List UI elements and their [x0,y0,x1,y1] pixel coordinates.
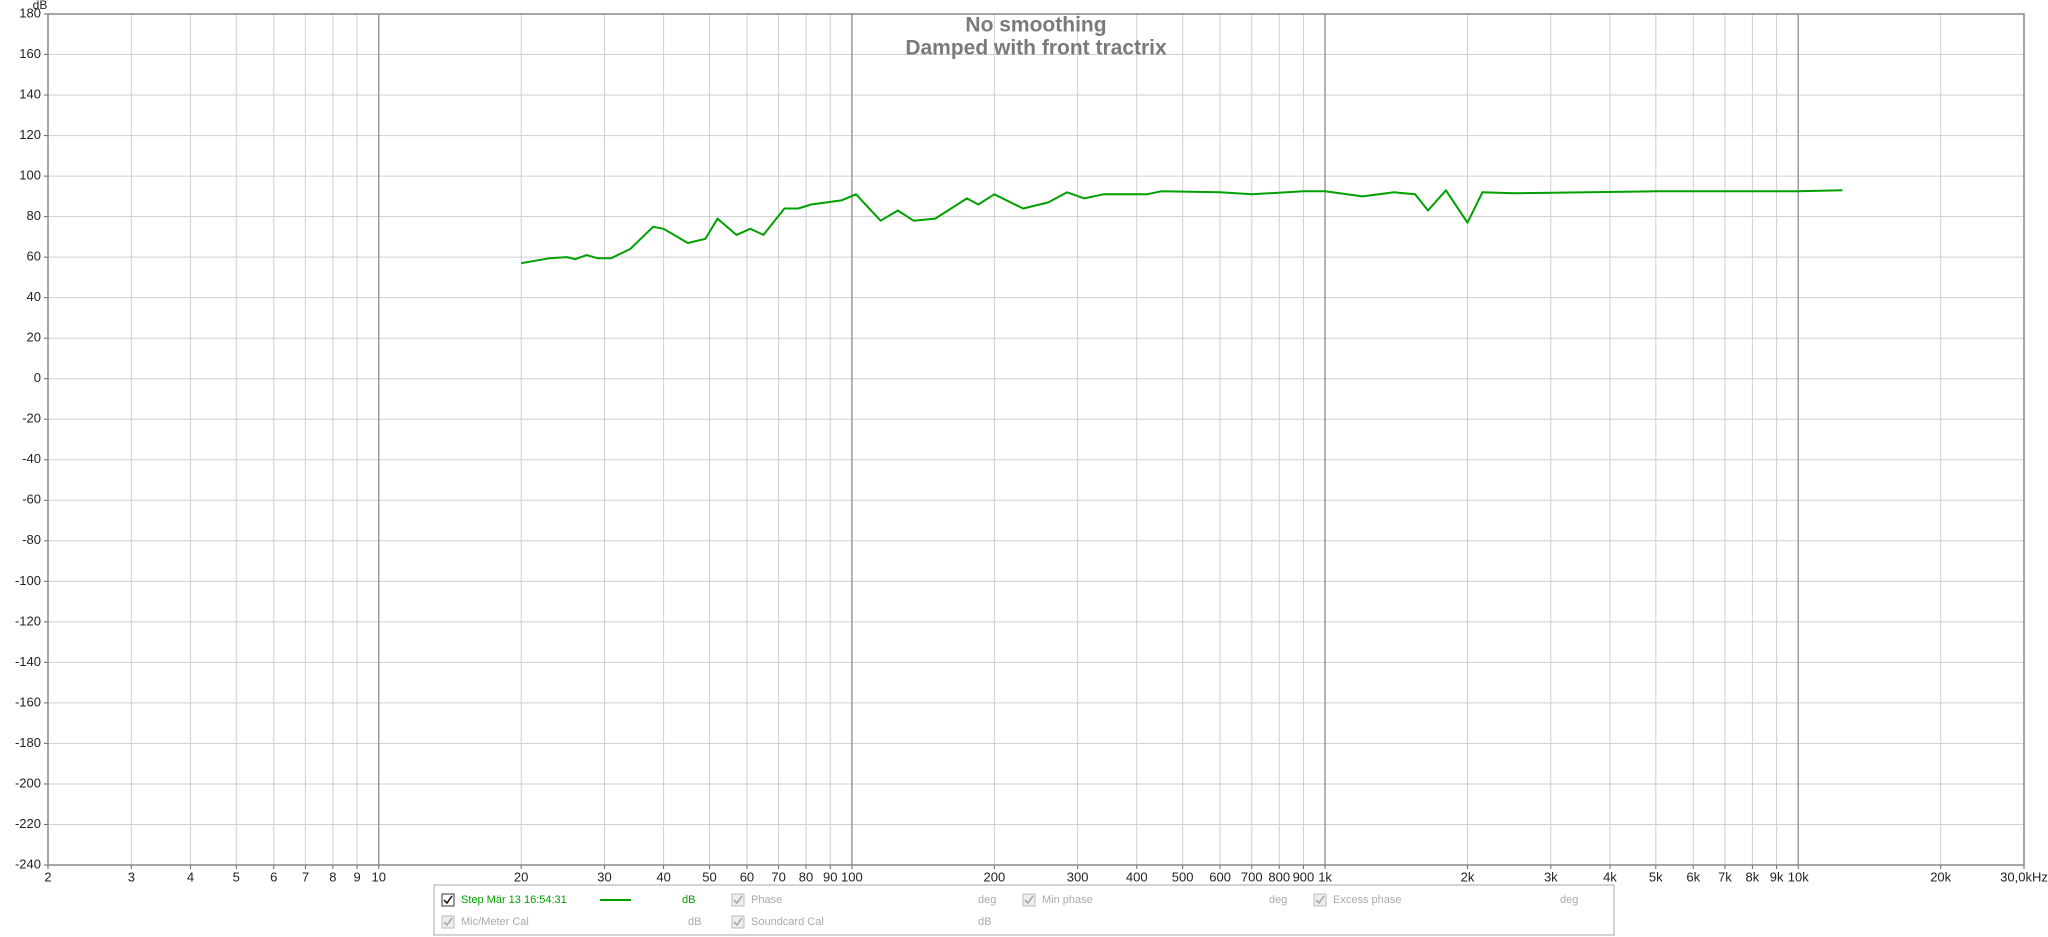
x-tick-label: 600 [1209,869,1231,884]
y-tick-label: 0 [34,370,41,385]
x-tick-label: 40 [656,869,670,884]
x-tick-label: 30 [597,869,611,884]
y-tick-label: -220 [15,816,41,831]
check-mark [443,917,453,927]
x-tick-label: 300 [1067,869,1089,884]
legend-checkbox[interactable] [731,893,745,907]
x-tick-label: 70 [771,869,785,884]
x-tick-label: 7k [1718,869,1732,884]
x-tick-label: 2 [44,869,51,884]
y-tick-label: 40 [27,289,41,304]
data-line [521,189,1843,265]
x-tick-label: 400 [1126,869,1148,884]
legend-label: Mic/Meter Cal [461,916,529,928]
x-tick-label: 9k [1770,869,1784,884]
x-tick-label: 800 [1268,869,1290,884]
y-tick-label: 160 [19,46,41,61]
legend-unit: dB [682,894,695,906]
x-tick-label: 100 [841,869,863,884]
x-tick-label: 1k [1318,869,1332,884]
legend-checkbox[interactable] [1313,893,1327,907]
y-tick-label: 60 [27,249,41,264]
check-mark [1024,895,1034,905]
x-tick-label: 3 [128,869,135,884]
x-tick-label: 9 [353,869,360,884]
y-tick-label: -60 [22,492,41,507]
y-tick-label: -40 [22,451,41,466]
check-mark [443,895,453,905]
y-axis-label: dB [33,0,48,12]
y-tick-label: -100 [15,573,41,588]
check-mark [733,895,743,905]
x-tick-label: 3k [1544,869,1558,884]
check-mark [733,917,743,927]
y-tick-label: -140 [15,654,41,669]
y-tick-label: 20 [27,330,41,345]
y-tick-label: 100 [19,168,41,183]
legend-label: Min phase [1042,894,1093,906]
x-tick-label: 10k [1788,869,1809,884]
x-tick-label: 6 [270,869,277,884]
x-tick-label: 20k [1930,869,1951,884]
x-tick-label: 4k [1603,869,1617,884]
y-tick-label: 120 [19,127,41,142]
y-tick-label: -200 [15,775,41,790]
chart-subtitle: Damped with front tractrix [905,37,1167,60]
x-tick-label: 8k [1746,869,1760,884]
x-tick-label: 700 [1241,869,1263,884]
y-tick-label: -20 [22,411,41,426]
legend-checkbox[interactable] [731,915,745,929]
x-tick-label: 90 [823,869,837,884]
legend-label: Excess phase [1333,894,1401,906]
legend-label: Step Mär 13 16:54:31 [461,894,567,906]
x-tick-label: 30,0kHz [2000,869,2048,884]
x-tick-label: 200 [983,869,1005,884]
x-tick-label: 5k [1649,869,1663,884]
y-tick-label: -80 [22,532,41,547]
legend-unit: deg [1269,894,1287,906]
y-tick-label: 80 [27,208,41,223]
legend-unit: dB [688,916,701,928]
y-tick-label: 140 [19,86,41,101]
legend-label: Soundcard Cal [751,916,824,928]
chart-title: No smoothing [965,14,1106,37]
y-tick-label: -180 [15,735,41,750]
legend-label: Phase [751,894,782,906]
legend-checkbox[interactable] [441,915,455,929]
x-tick-label: 5 [233,869,240,884]
legend-panel [433,884,1615,936]
x-tick-label: 80 [799,869,813,884]
x-tick-label: 2k [1461,869,1475,884]
y-tick-label: -120 [15,613,41,628]
legend-unit: dB [978,916,991,928]
check-mark [1315,895,1325,905]
x-tick-label: 60 [740,869,754,884]
series-checkbox[interactable] [441,893,455,907]
x-tick-label: 20 [514,869,528,884]
x-tick-label: 8 [329,869,336,884]
legend-checkbox[interactable] [1022,893,1036,907]
x-tick-label: 6k [1686,869,1700,884]
x-tick-label: 900 [1293,869,1315,884]
y-tick-label: -240 [15,856,41,871]
legend-unit: deg [978,894,996,906]
x-tick-label: 7 [302,869,309,884]
plot-frame [47,13,2025,866]
y-tick-label: 180 [19,5,41,20]
x-tick-label: 10 [371,869,385,884]
x-tick-label: 500 [1172,869,1194,884]
x-tick-label: 50 [702,869,716,884]
x-tick-label: 4 [187,869,194,884]
y-tick-label: -160 [15,694,41,709]
legend-unit: deg [1560,894,1578,906]
